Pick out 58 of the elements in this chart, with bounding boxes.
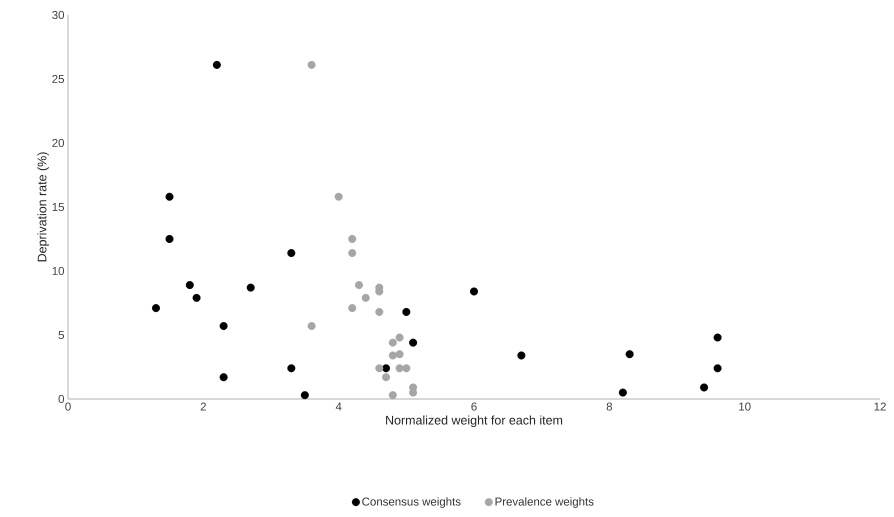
point <box>618 388 627 397</box>
point <box>348 234 356 243</box>
point <box>388 351 397 360</box>
point <box>334 192 343 201</box>
x-tick-label: 12 <box>874 402 886 411</box>
x-tick-label: 4 <box>336 402 342 410</box>
point <box>354 281 363 290</box>
point <box>388 338 397 347</box>
point <box>362 294 370 302</box>
point <box>186 281 194 290</box>
point <box>375 308 384 316</box>
point <box>626 350 634 358</box>
legend-label: Prevalence weights <box>496 497 594 508</box>
point <box>396 350 404 358</box>
point <box>212 60 221 69</box>
point <box>409 338 418 347</box>
point <box>308 60 316 69</box>
point <box>308 322 316 330</box>
y-axis-title: Deprivation rate (%) <box>37 152 49 262</box>
legend-label: Consensus weights <box>362 497 461 508</box>
y-tick-label: 5 <box>58 330 64 339</box>
point <box>517 351 526 360</box>
point <box>402 308 410 316</box>
point <box>166 234 174 243</box>
x-tick-label: 2 <box>200 402 206 411</box>
point <box>300 391 309 400</box>
point <box>152 304 160 312</box>
point <box>246 284 255 292</box>
x-tick-label: 6 <box>471 402 477 411</box>
point <box>700 383 708 392</box>
point <box>192 294 201 302</box>
y-tick-label: 25 <box>52 74 64 84</box>
point <box>402 364 410 372</box>
point <box>396 334 404 342</box>
point <box>470 287 478 296</box>
point <box>388 391 397 400</box>
point <box>382 373 390 382</box>
point <box>396 364 404 372</box>
point <box>287 249 296 258</box>
y-tick-label: 20 <box>52 138 64 148</box>
x-tick-label: 10 <box>739 402 751 411</box>
point <box>348 304 356 312</box>
y-tick-label: 0 <box>58 394 64 404</box>
point <box>348 249 356 258</box>
x-tick-label: 8 <box>606 402 612 411</box>
point <box>382 364 390 372</box>
y-tick-label: 30 <box>52 10 64 20</box>
y-tick-label: 15 <box>52 202 64 211</box>
x-axis-title: Normalized weight for each item <box>386 415 562 428</box>
point <box>714 334 722 342</box>
point <box>375 364 384 372</box>
point <box>220 373 228 382</box>
point <box>714 364 722 372</box>
point <box>220 322 228 330</box>
y-tick-label: 10 <box>52 266 64 276</box>
point <box>287 364 296 372</box>
x-tick-label: 0 <box>65 402 71 411</box>
point <box>166 192 174 201</box>
